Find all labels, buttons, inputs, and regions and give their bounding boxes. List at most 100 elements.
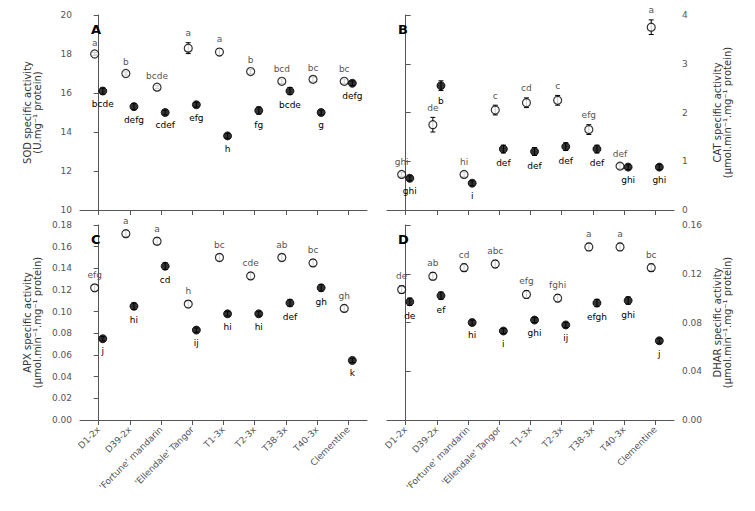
svg-text:fg: fg [254,120,263,130]
svg-text:a: a [154,224,160,234]
svg-text:T38-3x: T38-3x [260,424,290,454]
svg-text:a: a [92,38,98,48]
svg-text:(µmol.min⁻¹.mg⁻¹ protein): (µmol.min⁻¹.mg⁻¹ protein) [32,257,43,389]
svg-text:0.12: 0.12 [682,269,702,279]
svg-text:a: a [586,229,592,239]
svg-text:T38-3x: T38-3x [567,424,597,454]
svg-text:0.06: 0.06 [52,350,72,360]
svg-text:T40-3x: T40-3x [598,424,628,454]
svg-text:a: a [617,229,623,239]
svg-text:T2-3x: T2-3x [539,424,565,450]
svg-text:c: c [493,91,498,101]
svg-text:T2-3x: T2-3x [232,424,258,450]
svg-text:ghi: ghi [652,175,666,185]
svg-text:0.16: 0.16 [682,220,702,230]
svg-text:hi: hi [460,157,468,167]
svg-text:D1-2x: D1-2x [383,424,410,451]
svg-text:1: 1 [682,156,688,166]
svg-text:0.08: 0.08 [682,318,702,328]
svg-text:D39-2x: D39-2x [410,424,441,455]
svg-text:ghi: ghi [528,328,542,338]
svg-text:b: b [248,55,254,65]
svg-text:0.14: 0.14 [52,263,72,273]
svg-text:def: def [590,158,605,168]
svg-text:ghi: ghi [621,175,635,185]
svg-text:g: g [318,120,324,130]
svg-text:20: 20 [61,10,73,20]
svg-text:cd: cd [521,83,532,93]
svg-text:de: de [404,311,416,321]
svg-text:(µmol.min⁻¹.mg⁻¹ protein): (µmol.min⁻¹.mg⁻¹ protein) [722,257,733,389]
svg-text:0.04: 0.04 [52,372,72,382]
svg-text:c: c [555,81,560,91]
svg-text:10: 10 [61,205,73,215]
svg-text:bc: bc [308,63,319,73]
svg-text:efgh: efgh [587,312,607,322]
svg-text:def: def [527,161,542,171]
svg-text:bc: bc [308,245,319,255]
svg-text:def: def [613,149,628,159]
svg-text:j: j [101,346,105,356]
svg-text:2: 2 [682,108,688,118]
svg-text:k: k [350,368,356,378]
svg-text:a: a [648,5,654,15]
svg-text:bc: bc [214,240,225,250]
svg-text:i: i [471,191,474,201]
svg-text:gh: gh [315,297,326,307]
svg-text:def: def [283,312,298,322]
svg-text:efg: efg [87,270,101,280]
svg-text:efg: efg [582,110,596,120]
svg-text:T40-3x: T40-3x [291,424,321,454]
svg-text:bcd: bcd [274,64,290,74]
svg-text:'Ellendale' Tangor: 'Ellendale' Tangor [440,424,503,487]
svg-text:hi: hi [130,315,138,325]
svg-text:T1-3x: T1-3x [201,424,227,450]
svg-text:defg: defg [124,115,144,125]
svg-text:gh: gh [339,291,350,301]
svg-text:bcde: bcde [146,71,168,81]
svg-text:de: de [396,271,408,281]
svg-text:ij: ij [194,338,199,348]
svg-text:16: 16 [61,88,73,98]
svg-text:bc: bc [646,250,657,260]
svg-text:fghi: fghi [549,280,566,290]
svg-text:0.18: 0.18 [52,220,72,230]
svg-text:b: b [123,57,129,67]
svg-text:a: a [217,34,223,44]
svg-text:ghi: ghi [621,310,635,320]
svg-text:0.12: 0.12 [52,285,72,295]
svg-text:0.00: 0.00 [682,415,702,425]
svg-text:Clementine: Clementine [615,424,659,468]
svg-text:18: 18 [61,49,73,59]
svg-text:D39-2x: D39-2x [103,424,134,455]
svg-text:h: h [185,286,191,296]
svg-text:a: a [185,28,191,38]
svg-text:hi: hi [223,322,231,332]
svg-text:ghi: ghi [395,157,409,167]
svg-text:ab: ab [276,240,288,250]
svg-text:ij: ij [563,333,568,343]
svg-text:0: 0 [682,205,688,215]
svg-text:3: 3 [682,59,688,69]
svg-text:A: A [91,22,101,37]
svg-text:0.10: 0.10 [52,307,72,317]
svg-text:(µmol.min⁻¹.mg⁻¹ protein): (µmol.min⁻¹.mg⁻¹ protein) [722,47,733,179]
svg-text:Clementine: Clementine [308,424,352,468]
svg-text:bc: bc [339,64,350,74]
svg-text:bcde: bcde [279,100,301,110]
svg-text:abc: abc [487,246,503,256]
svg-text:(U.mg⁻¹ protein): (U.mg⁻¹ protein) [32,71,43,154]
svg-text:def: def [496,158,511,168]
svg-text:0.02: 0.02 [52,393,72,403]
svg-text:14: 14 [61,127,73,137]
svg-text:0.04: 0.04 [682,366,702,376]
svg-text:0.00: 0.00 [52,415,72,425]
svg-text:defg: defg [342,91,362,101]
svg-text:cd: cd [160,275,171,285]
svg-text:'Ellendale' Tangor: 'Ellendale' Tangor [133,424,196,487]
svg-text:C: C [91,232,101,247]
svg-text:B: B [398,22,408,37]
svg-text:def: def [559,156,574,166]
svg-text:hi: hi [255,322,263,332]
svg-text:efg: efg [189,113,203,123]
